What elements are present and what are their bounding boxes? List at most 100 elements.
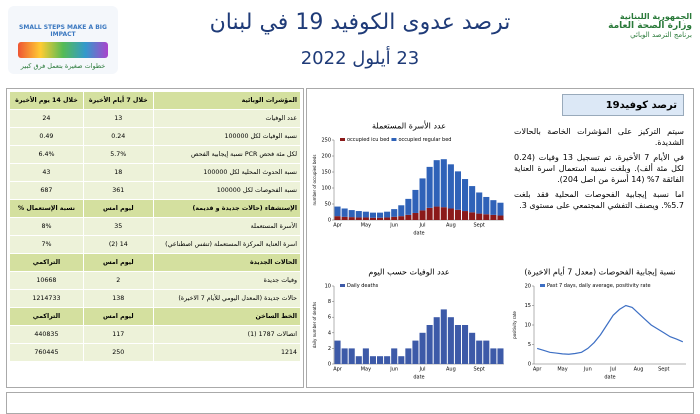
cell: نسبة الوفيات لكل 100000 [152,127,302,146]
chart: عدد الوفيات حسب اليوم 0 2 4 6 8 10 Apr May Jun Jul… [312,268,504,381]
table-header-row: خلال 14 يوم الأخيرة خلال 7 أيام الأخيرة ال… [9,91,302,110]
cell: 1214733 [9,289,84,308]
logo-text: SMALL STEPS MAKE A BIG IMPACT [19,24,107,38]
bar [454,325,461,364]
paragraph: سيتم التركيز على المؤشرات الخاصة بالحالا… [514,127,684,147]
header-cell: التراكمي [9,307,84,326]
bar [454,209,461,220]
bar [391,348,398,364]
legend-label: occupied regular bed [398,137,451,143]
x-tick-label: Jul [419,367,426,373]
cell: 13 [82,109,154,128]
x-tick-label: Sept [658,367,669,373]
bar [341,216,348,220]
header-cell: ليوم امس [82,199,154,218]
x-axis-title: date [413,375,424,381]
legend-label: Daily deaths [347,283,379,289]
bar [454,171,461,210]
cell: 361 [82,181,154,200]
bar [384,211,391,218]
cell: الأسرة المستعملة [152,217,302,236]
cell: عدد الوفيات [152,109,302,128]
y-tick-label: 15 [525,303,531,309]
y-tick-label: 4 [328,330,331,336]
cell: 0.24 [82,127,154,146]
panel [306,88,694,388]
chart-title: عدد الأسرة المستعملة [372,121,446,131]
cell: وفيات جديدة [152,271,302,290]
cell: 760445 [9,343,84,362]
bar [433,317,440,364]
cell: 35 [82,217,154,236]
x-tick-label: Aug [446,223,456,229]
x-tick-label: Sept [474,367,485,373]
y-tick-label: 0 [328,362,331,368]
cell: 6.4% [9,145,84,164]
y-tick-label: 8 [328,299,331,305]
header-cell: ليوم امس [82,307,154,326]
bar [369,356,376,364]
logo-text: برنامج الترصد الوبائي [630,31,692,39]
bar [419,210,426,220]
x-axis-title: date [604,375,615,381]
bar [348,348,355,364]
y-tick-label: 150 [321,170,331,176]
bar [426,207,433,220]
bar [440,207,447,220]
bar [355,217,362,220]
x-tick-label: Apr [333,367,343,373]
bar [341,348,348,364]
bar [405,214,412,220]
bar [334,206,341,217]
cell: 5.7% [82,145,154,164]
bar [369,217,376,220]
cell: 0.49 [9,127,84,146]
table-row: 687 361 نسبة الفحوصات لكل 100000 [9,181,302,200]
bar [447,317,454,364]
cell: 117 [82,325,154,344]
cell: 7% [9,235,84,254]
bar [447,208,454,220]
bar [348,217,355,220]
bar [391,209,398,217]
bar [377,212,384,218]
line [536,304,684,355]
table-row: 24 13 عدد الوفيات [9,109,302,128]
x-tick-label: Apr [333,223,343,229]
x-tick-label: Aug [634,367,644,373]
cell: 18 [82,163,154,182]
bar [355,211,362,218]
cell: نسبة إيجابية الفحص PCR لكل مئة فحص [152,145,302,164]
cell: 138 [82,289,154,308]
chart: نسبة إيجابية الفحوصات (معدل 7 أيام الاخي… [512,267,686,381]
bar [483,214,490,220]
logo-text: الجمهورية اللبنانية [619,12,692,21]
panel-text: سيتم التركيز على المؤشرات الخاصة بالحالا… [514,126,684,215]
bar [476,192,483,214]
bar [391,216,398,220]
legend-swatch [540,284,545,287]
table-box: خلال 14 يوم الأخيرة خلال 7 أيام الأخيرة ال… [6,88,304,388]
x-tick-label: May [361,367,371,373]
cell: حالات جديدة (المعدل اليومي للأيام 7 الاخ… [152,289,302,308]
bar [384,217,391,220]
bar [398,216,405,220]
x-tick-label: Sept [474,223,485,229]
bar [483,196,490,215]
bar [462,325,469,364]
table-row: 43 18 نسبة الحدوث المحلية لكل 100000 [9,163,302,182]
table-row: 760445 250 1214 [9,343,302,362]
x-tick-label: May [361,223,371,229]
y-tick-label: 0 [528,362,531,368]
cell: (2) 14 [82,235,154,254]
cell: 24 [9,109,84,128]
bar [490,214,497,220]
table-row: 0.49 0.24 نسبة الوفيات لكل 100000 [9,127,302,146]
bar [497,202,504,216]
table-header-row: التراكمي ليوم امس الخط الساخن [9,307,302,326]
y-tick-label: 10 [325,284,331,290]
bar [398,205,405,217]
y-axis-title: number of occupied beds [312,155,317,206]
table-row: 1214733 138 حالات جديدة (المعدل اليومي للأ… [9,289,302,308]
